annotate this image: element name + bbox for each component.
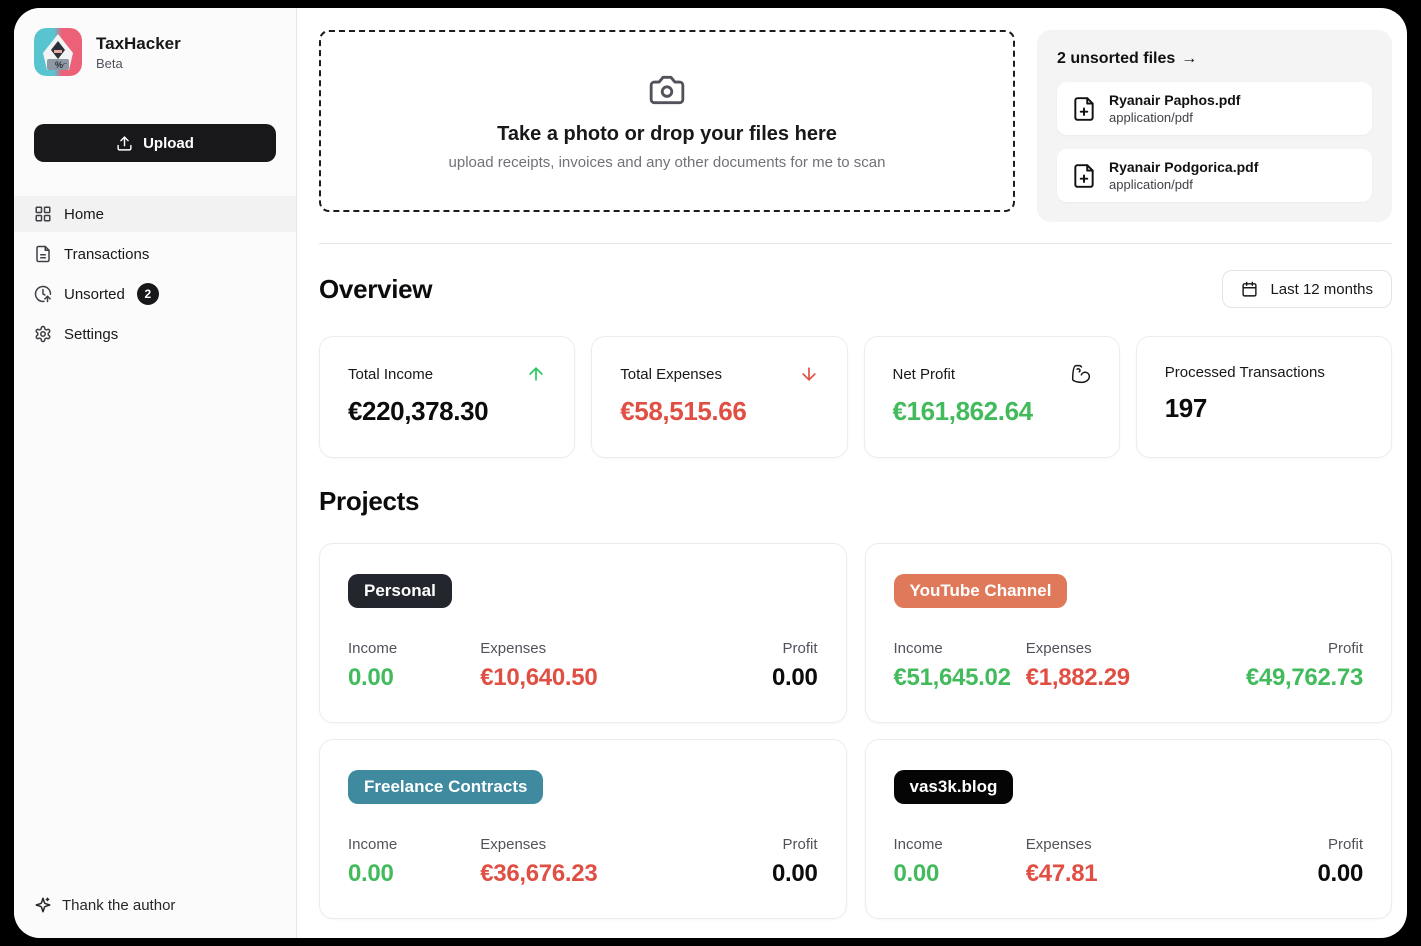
overview-title: Overview xyxy=(319,273,433,304)
file-plus-icon xyxy=(1071,163,1097,189)
app-window: % ⌐ TaxHacker Beta Upload Home xyxy=(14,8,1407,938)
expenses-value: €10,640.50 xyxy=(480,664,598,691)
file-plus-icon xyxy=(1071,96,1097,122)
project-card-personal[interactable]: Personal Income 0.00 Expenses €10,640.50… xyxy=(319,543,847,723)
svg-text:%: % xyxy=(55,60,63,70)
file-card[interactable]: Ryanair Podgorica.pdf application/pdf xyxy=(1057,149,1372,202)
stat-value: €161,862.64 xyxy=(892,396,1034,426)
file-name: Ryanair Paphos.pdf xyxy=(1109,92,1241,108)
biceps-icon xyxy=(1071,364,1091,384)
sidebar-item-home[interactable]: Home xyxy=(14,196,296,232)
thank-the-author-link[interactable]: Thank the author xyxy=(34,896,276,914)
file-name: Ryanair Podgorica.pdf xyxy=(1109,159,1259,175)
unsorted-files-link[interactable]: 2 unsorted files → xyxy=(1057,50,1198,67)
stat-value: 197 xyxy=(1164,393,1208,423)
overview-stats: Total Income €220,378.30 Total Expenses … xyxy=(319,336,1392,458)
stat-value: €220,378.30 xyxy=(348,396,489,426)
document-icon xyxy=(34,245,52,263)
file-type: application/pdf xyxy=(1109,110,1193,125)
sidebar-item-label: Unsorted xyxy=(64,285,125,303)
profit-value: €49,762.73 xyxy=(1245,664,1363,691)
expenses-value: €36,676.23 xyxy=(480,860,598,887)
project-card-freelance-contracts[interactable]: Freelance Contracts Income 0.00 Expenses… xyxy=(319,739,847,919)
sidebar-nav: Home Transactions Unsorted 2 Settings xyxy=(14,196,296,356)
unsorted-files-panel: 2 unsorted files → Ryanair Paphos.pdf ap… xyxy=(1037,30,1392,222)
sidebar-item-label: Settings xyxy=(64,325,119,343)
brand: % ⌐ TaxHacker Beta xyxy=(34,28,276,76)
file-card[interactable]: Ryanair Paphos.pdf application/pdf xyxy=(1057,82,1372,135)
expenses-value: €47.81 xyxy=(1025,860,1098,887)
sparkles-icon xyxy=(34,896,52,914)
camera-icon xyxy=(648,71,686,109)
stat-card-net-profit: Net Profit €161,862.64 xyxy=(863,336,1120,458)
calendar-icon xyxy=(1241,281,1258,298)
dropzone-title: Take a photo or drop your files here xyxy=(497,123,837,145)
taxhacker-mascot-logo: % ⌐ xyxy=(34,28,82,76)
stat-value: €58,515.66 xyxy=(620,396,747,426)
sidebar-item-label: Home xyxy=(64,205,105,223)
project-badge: Freelance Contracts xyxy=(348,770,544,804)
file-dropzone[interactable]: Take a photo or drop your files here upl… xyxy=(319,30,1015,212)
unsorted-count-badge: 2 xyxy=(136,283,159,305)
period-selector-button[interactable]: Last 12 months xyxy=(1222,270,1392,308)
arrow-right-icon: → xyxy=(1181,50,1198,67)
projects-grid: Personal Income 0.00 Expenses €10,640.50… xyxy=(319,543,1392,919)
project-badge: vas3k.blog xyxy=(893,770,1014,804)
grid-icon xyxy=(34,205,52,223)
app-beta-badge: Beta xyxy=(96,55,123,71)
upload-icon xyxy=(116,135,133,152)
sidebar-item-transactions[interactable]: Transactions xyxy=(14,236,296,272)
main-content: Take a photo or drop your files here upl… xyxy=(297,8,1407,938)
income-value: 0.00 xyxy=(348,664,394,691)
project-badge: Personal xyxy=(348,574,452,608)
expenses-value: €1,882.29 xyxy=(1025,664,1130,691)
dropzone-subtitle: upload receipts, invoices and any other … xyxy=(448,154,886,171)
arrow-up-icon xyxy=(526,364,546,384)
project-badge: YouTube Channel xyxy=(893,574,1068,608)
projects-title: Projects xyxy=(319,486,420,516)
project-card-youtube-channel[interactable]: YouTube Channel Income €51,645.02 Expens… xyxy=(864,543,1392,723)
svg-text:⌐: ⌐ xyxy=(63,61,67,68)
income-value: 0.00 xyxy=(893,860,940,887)
profit-value: 0.00 xyxy=(771,664,818,691)
stat-card-processed-transactions: Processed Transactions 197 xyxy=(1135,336,1392,458)
stat-card-total-income: Total Income €220,378.30 xyxy=(319,336,576,458)
income-value: €51,645.02 xyxy=(893,664,1011,691)
app-title: TaxHacker xyxy=(96,33,181,53)
sidebar-item-unsorted[interactable]: Unsorted 2 xyxy=(14,276,296,312)
file-type: application/pdf xyxy=(1109,177,1193,192)
stat-card-total-expenses: Total Expenses €58,515.66 xyxy=(591,336,848,458)
upload-button[interactable]: Upload xyxy=(34,124,276,162)
sidebar-item-label: Transactions xyxy=(64,245,150,263)
section-divider xyxy=(319,243,1392,244)
project-card-vas3k-blog[interactable]: vas3k.blog Income 0.00 Expenses €47.81 P… xyxy=(864,739,1392,919)
profit-value: 0.00 xyxy=(1317,860,1363,887)
clock-history-icon xyxy=(34,285,52,303)
arrow-down-icon xyxy=(799,364,819,384)
income-value: 0.00 xyxy=(348,860,394,887)
profit-value: 0.00 xyxy=(771,860,818,887)
gear-icon xyxy=(34,325,52,343)
sidebar: % ⌐ TaxHacker Beta Upload Home xyxy=(14,8,297,938)
sidebar-item-settings[interactable]: Settings xyxy=(14,316,296,352)
